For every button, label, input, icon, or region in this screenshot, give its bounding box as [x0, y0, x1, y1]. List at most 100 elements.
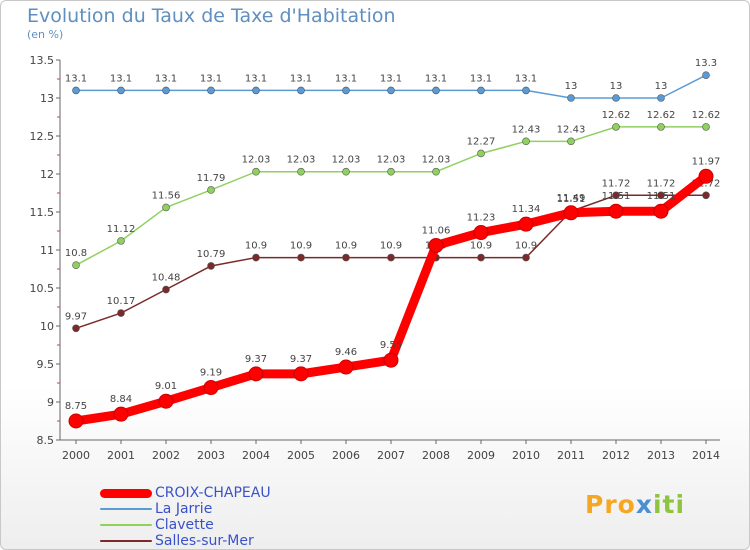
data-label: 11.23	[467, 213, 496, 224]
data-label: 12.62	[602, 110, 631, 121]
y-tick-label: 11	[40, 244, 54, 257]
data-label: 10.8	[65, 248, 87, 259]
legend-label: Salles-sur-Mer	[155, 533, 254, 549]
data-point	[252, 86, 260, 95]
data-point	[248, 366, 264, 382]
x-tick-label: 2003	[197, 449, 225, 462]
data-label: 13.1	[290, 73, 312, 84]
data-point	[653, 203, 669, 219]
x-tick-label: 2004	[242, 449, 270, 462]
data-point	[518, 216, 534, 232]
data-point	[702, 71, 710, 79]
data-point	[657, 123, 665, 131]
data-point	[162, 285, 170, 294]
data-point	[342, 86, 350, 95]
data-label: 10.79	[197, 249, 226, 260]
data-label: 12.03	[422, 155, 451, 166]
data-label: 13.1	[425, 73, 447, 84]
data-label: 12.62	[692, 110, 721, 121]
data-label: 13.1	[335, 73, 357, 84]
data-label: 10.9	[335, 241, 357, 252]
data-label: 12.43	[512, 124, 541, 135]
y-tick-label: 10.5	[30, 282, 55, 295]
data-point	[702, 123, 710, 131]
data-point	[432, 86, 440, 95]
logo-part-pro: Pro	[585, 490, 636, 519]
data-point	[522, 86, 530, 95]
data-label: 9.97	[65, 311, 87, 322]
data-label: 9.19	[200, 368, 222, 379]
data-label: 12.03	[287, 155, 316, 166]
data-point	[567, 94, 575, 102]
data-label: 10.9	[470, 241, 492, 252]
data-label: 10.48	[152, 273, 181, 284]
data-point	[297, 86, 305, 95]
x-tick-label: 2008	[422, 449, 450, 462]
data-label: 11.06	[422, 225, 451, 236]
data-point	[567, 137, 575, 146]
data-point	[612, 191, 620, 200]
legend-swatch	[100, 488, 152, 498]
data-point	[72, 261, 80, 270]
data-label: 10.9	[515, 241, 537, 252]
data-label: 12.03	[377, 155, 406, 166]
data-point	[158, 393, 174, 409]
x-tick-label: 2013	[647, 449, 675, 462]
data-label: 13.1	[110, 73, 132, 84]
data-point	[162, 86, 170, 95]
x-tick-label: 2005	[287, 449, 315, 462]
y-tick-label: 13	[40, 92, 54, 105]
data-point	[612, 94, 620, 102]
data-label: 9.55	[380, 340, 402, 351]
data-point	[612, 123, 620, 131]
data-label: 8.84	[110, 394, 132, 405]
data-point	[702, 191, 710, 200]
legend-swatch	[100, 524, 152, 526]
data-label: 9.01	[155, 381, 177, 392]
data-point	[657, 94, 665, 102]
data-label: 13.1	[380, 73, 402, 84]
legend-label: Clavette	[155, 517, 214, 533]
data-label: 11.12	[107, 224, 136, 235]
x-tick-label: 2006	[332, 449, 360, 462]
line-chart: 8.5 9 9.5 10 10.5 11 11.5 12 12.5 13 13.5 2000 2001 2…	[30, 54, 721, 462]
data-label: 11.72	[602, 178, 631, 189]
data-label: 13.1	[65, 73, 87, 84]
data-label: 10.9	[245, 241, 267, 252]
logo-part-iti: iti	[652, 490, 686, 519]
y-tick-label: 9.5	[37, 358, 55, 371]
data-point	[563, 205, 579, 221]
data-point	[432, 167, 440, 176]
y-tick-label: 12	[40, 168, 54, 181]
data-point	[68, 413, 84, 429]
chart-title: Evolution du Taux de Taxe d'Habitation	[27, 5, 396, 27]
proxiti-logo: Proxiti	[585, 490, 685, 519]
data-label: 12.03	[242, 155, 271, 166]
data-label: 10.9	[290, 241, 312, 252]
data-point	[338, 359, 354, 375]
data-point	[477, 149, 485, 158]
data-label: 12.62	[647, 110, 676, 121]
y-tick-label: 9	[47, 396, 54, 409]
x-tick-label: 2002	[152, 449, 180, 462]
data-point	[698, 168, 714, 184]
logo-part-x: x	[635, 490, 653, 519]
data-label: 13.1	[515, 73, 537, 84]
data-label: 11.51	[557, 194, 586, 205]
data-point	[117, 309, 125, 317]
data-label: 13	[655, 81, 668, 92]
data-point	[387, 86, 395, 95]
data-point	[72, 324, 80, 333]
data-point	[207, 86, 215, 95]
data-point	[342, 167, 350, 176]
data-point	[203, 380, 219, 396]
data-point	[657, 191, 665, 200]
data-point	[608, 203, 624, 219]
chart-subtitle: (en %)	[27, 28, 64, 41]
data-point	[387, 253, 395, 262]
data-point	[522, 137, 530, 146]
data-point	[522, 253, 530, 262]
data-point	[252, 167, 260, 176]
data-label: 11.51	[602, 191, 631, 202]
data-point	[428, 237, 444, 253]
